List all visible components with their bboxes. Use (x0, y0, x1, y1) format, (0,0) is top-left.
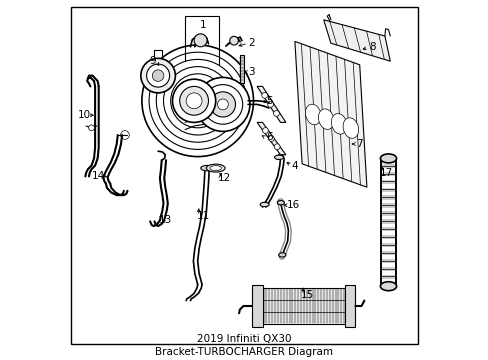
Ellipse shape (380, 154, 396, 163)
Ellipse shape (305, 104, 321, 125)
Text: 13: 13 (158, 215, 172, 225)
Circle shape (210, 92, 235, 117)
Circle shape (217, 99, 228, 110)
Bar (381, 180, 394, 184)
Ellipse shape (380, 282, 396, 291)
Bar (381, 156, 394, 160)
Ellipse shape (260, 202, 268, 207)
Text: 3: 3 (248, 67, 254, 77)
Text: 2019 Infiniti QX30
Bracket-TURBOCHARGER Diagram
for 144C2-HG00L: 2019 Infiniti QX30 Bracket-TURBOCHARGER … (155, 334, 333, 360)
Bar (381, 275, 394, 279)
Bar (381, 259, 394, 263)
Text: 17: 17 (379, 168, 392, 178)
Circle shape (273, 111, 279, 116)
Text: 15: 15 (300, 290, 313, 300)
Ellipse shape (201, 165, 213, 171)
Polygon shape (257, 86, 285, 122)
Bar (381, 211, 394, 216)
Ellipse shape (209, 166, 221, 171)
Circle shape (267, 102, 273, 107)
Polygon shape (323, 20, 389, 61)
Text: 1: 1 (200, 20, 206, 30)
Circle shape (274, 144, 280, 150)
Text: 16: 16 (286, 200, 299, 210)
Polygon shape (257, 122, 285, 155)
Bar (381, 203, 394, 208)
Bar (381, 164, 394, 168)
Text: 5: 5 (266, 96, 272, 106)
Circle shape (172, 79, 215, 122)
Bar (381, 235, 394, 239)
Text: 9: 9 (149, 56, 156, 66)
Text: 11: 11 (196, 211, 209, 221)
Circle shape (179, 86, 208, 115)
Text: 2: 2 (248, 38, 254, 48)
Circle shape (152, 70, 163, 81)
Ellipse shape (331, 113, 346, 134)
Text: 10: 10 (78, 110, 91, 120)
Bar (381, 195, 394, 200)
Ellipse shape (318, 109, 333, 130)
Bar (381, 267, 394, 271)
Bar (381, 219, 394, 224)
Bar (345, 285, 355, 327)
Ellipse shape (278, 253, 285, 257)
Bar (381, 188, 394, 192)
Circle shape (141, 58, 175, 93)
Circle shape (146, 64, 169, 87)
Circle shape (203, 85, 242, 124)
Circle shape (194, 34, 206, 47)
Text: 14: 14 (92, 171, 105, 181)
Circle shape (229, 36, 238, 45)
Bar (381, 227, 394, 231)
Ellipse shape (277, 201, 284, 205)
Bar (381, 251, 394, 255)
Ellipse shape (274, 155, 283, 159)
Bar (260, 288, 346, 324)
Ellipse shape (206, 164, 224, 172)
Text: 12: 12 (218, 173, 231, 183)
Bar (381, 243, 394, 247)
Text: 6: 6 (266, 132, 272, 142)
Circle shape (196, 77, 249, 131)
Circle shape (88, 125, 94, 131)
Circle shape (121, 131, 129, 139)
Circle shape (268, 136, 274, 141)
Ellipse shape (343, 118, 358, 138)
Circle shape (186, 93, 202, 109)
Bar (251, 285, 262, 327)
Bar (240, 55, 244, 83)
Circle shape (262, 93, 267, 98)
Text: 8: 8 (368, 42, 375, 52)
Polygon shape (294, 41, 366, 187)
Text: 7: 7 (356, 139, 362, 149)
Circle shape (262, 128, 268, 134)
Text: 4: 4 (291, 161, 298, 171)
Bar (381, 172, 394, 176)
Bar (381, 160, 395, 284)
